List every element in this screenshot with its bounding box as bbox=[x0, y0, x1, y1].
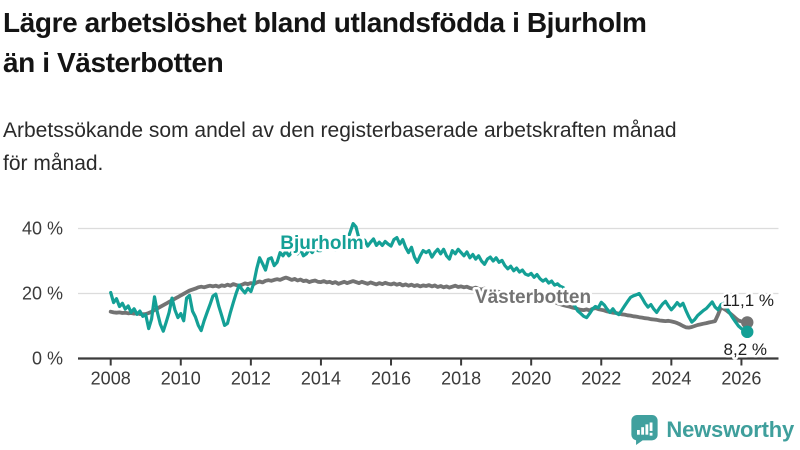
västerbotten-end-dot bbox=[741, 316, 754, 329]
y-tick-label: 0 % bbox=[32, 349, 63, 369]
page-title: Lägre arbetslöshet bland utlandsfödda i … bbox=[3, 3, 788, 83]
bjurholm-end-dot bbox=[741, 325, 754, 339]
x-tick-label: 2008 bbox=[91, 369, 131, 389]
newsworthy-logo[interactable]: Newsworthy bbox=[631, 415, 794, 445]
logo-bar-small bbox=[637, 430, 641, 435]
västerbotten-line bbox=[108, 275, 750, 330]
logo-bar-tall bbox=[645, 424, 649, 435]
y-tick-label: 20 % bbox=[22, 284, 63, 304]
x-tick-label: 2022 bbox=[581, 369, 621, 389]
logo-bar-medium bbox=[641, 427, 645, 435]
title-line-1: Lägre arbetslöshet bland utlandsfödda i … bbox=[3, 7, 647, 38]
x-tick-label: 2014 bbox=[301, 369, 341, 389]
x-tick-label: 2012 bbox=[231, 369, 271, 389]
bjurholm-end-value-label: 8,2 % bbox=[724, 340, 767, 359]
logo-exclamation-bar bbox=[650, 422, 653, 431]
västerbotten-series-label: Västerbotten bbox=[475, 287, 591, 308]
bjurholm-line bbox=[109, 222, 749, 334]
x-tick-label: 2018 bbox=[441, 369, 481, 389]
x-tick-label: 2024 bbox=[651, 369, 691, 389]
subtitle-line-1: Arbetssökande som andel av den registerb… bbox=[3, 119, 677, 142]
chart-subtitle: Arbetssökande som andel av den registerb… bbox=[3, 114, 793, 180]
subtitle-line-2: för månad. bbox=[3, 152, 104, 175]
newsworthy-logo-icon bbox=[631, 415, 659, 445]
y-tick-label: 40 % bbox=[22, 219, 63, 239]
bjurholm-series-label: Bjurholm bbox=[280, 233, 363, 254]
västerbotten-end-value-label: 11,1 % bbox=[722, 291, 774, 310]
x-tick-label: 2026 bbox=[721, 369, 761, 389]
x-tick-label: 2016 bbox=[371, 369, 411, 389]
logo-exclamation-dot bbox=[650, 432, 653, 436]
x-tick-label: 2020 bbox=[511, 369, 551, 389]
x-tick-label: 2010 bbox=[161, 369, 201, 389]
title-line-2: än i Västerbotten bbox=[3, 47, 224, 78]
brand-name: Newsworthy bbox=[666, 417, 794, 442]
